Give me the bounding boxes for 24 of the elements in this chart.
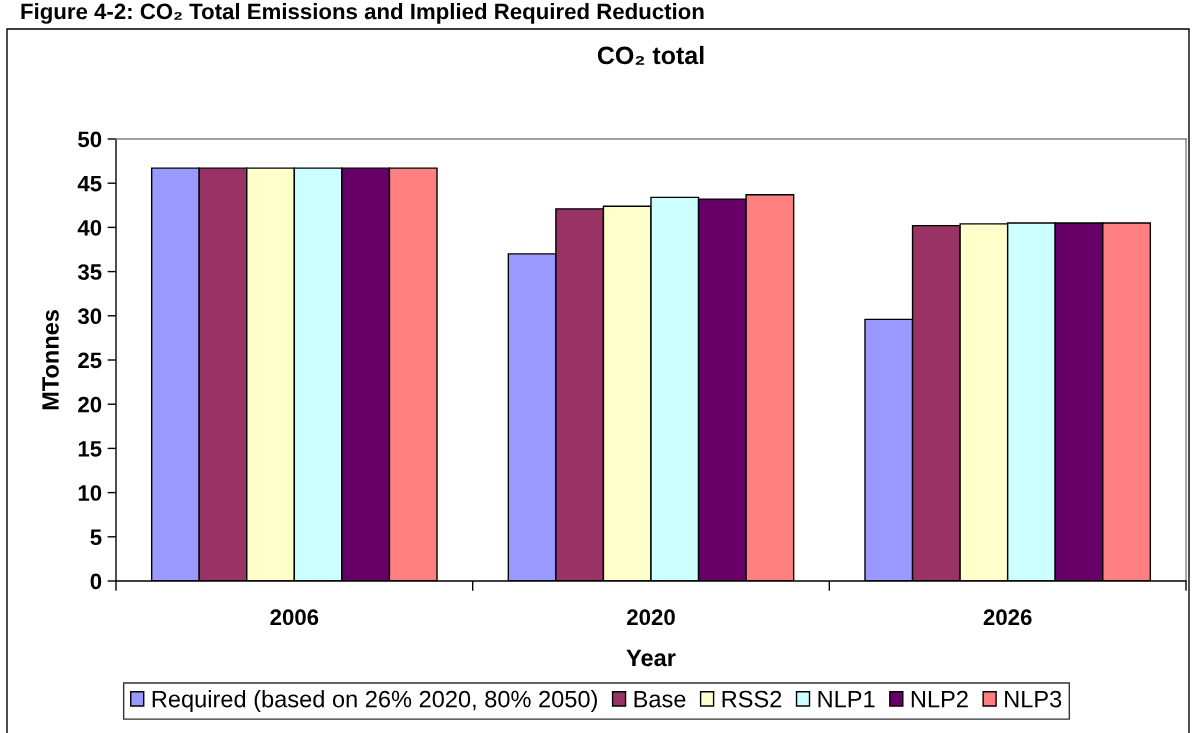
- x-tick-label: 2020: [627, 609, 675, 626]
- x-tick-label: 2006: [270, 609, 319, 626]
- y-tick-label: 35: [77, 264, 102, 280]
- y-tick-label: 20: [78, 396, 102, 413]
- y-tick-label: 10: [78, 485, 102, 501]
- y-tick-label: 50: [78, 131, 102, 148]
- legend-label: RSS2: [722, 690, 782, 708]
- y-tick-label: 0: [90, 573, 102, 590]
- legend-label: NLP3: [1005, 690, 1062, 708]
- y-tick-label: 45: [77, 175, 102, 192]
- y-tick-label: 40: [77, 219, 102, 236]
- y-tick-label: 5: [90, 529, 102, 546]
- y-tick-label: 30: [77, 308, 102, 325]
- y-axis-title: MTonnes: [42, 310, 59, 410]
- y-tick-label: 25: [78, 352, 102, 369]
- legend-label: Base: [634, 690, 686, 708]
- x-axis-title: Year: [626, 649, 676, 667]
- legend-label: Required (based on 26% 2020, 80% 2050): [152, 690, 597, 713]
- y-tick-label: 15: [78, 441, 102, 457]
- legend-label: NLP2: [911, 690, 968, 708]
- x-tick-label: 2026: [983, 609, 1032, 626]
- chart-title: CO₂ total: [597, 45, 704, 65]
- legend-label: NLP1: [818, 690, 875, 708]
- caption: Figure 4-2: CO₂ Total Emissions and Implied Required Reduction: [21, 3, 704, 24]
